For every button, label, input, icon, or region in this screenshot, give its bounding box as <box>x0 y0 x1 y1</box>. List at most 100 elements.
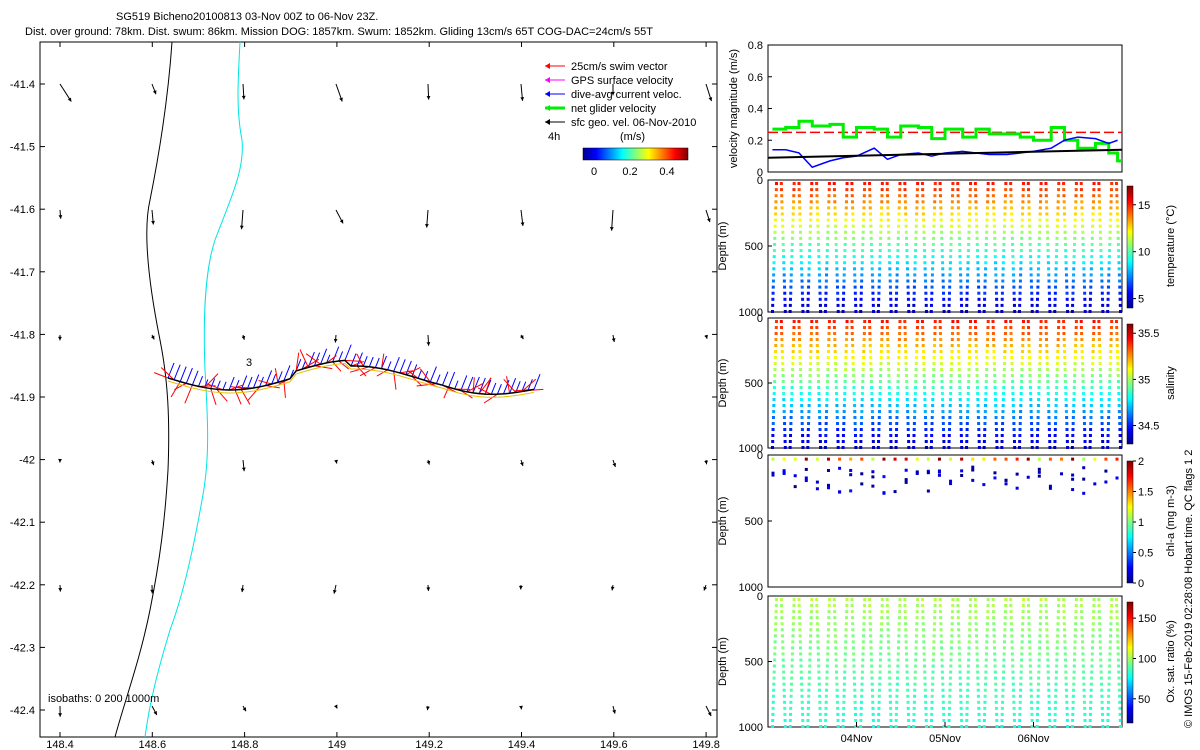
map-ytick-label: -42.1 <box>10 517 35 529</box>
profile-sample <box>789 273 793 277</box>
current-vector <box>283 365 291 381</box>
profile-sample <box>1091 218 1095 222</box>
geo-velocity-arrowhead <box>67 97 72 102</box>
profile-sample <box>924 725 928 728</box>
profile-sample <box>1020 362 1024 365</box>
profile-sample <box>789 267 793 271</box>
profile-sample <box>792 610 796 614</box>
profile-sample <box>1115 212 1119 216</box>
profile-sample <box>877 434 881 437</box>
profile-sample <box>939 350 943 353</box>
profile-sample <box>916 182 920 185</box>
profile-sample <box>956 200 960 204</box>
profile-sample <box>1117 392 1121 395</box>
profile-sample <box>965 440 969 443</box>
profile-sample <box>1003 628 1007 632</box>
profile-sample <box>904 634 908 638</box>
profile-sample <box>818 291 822 295</box>
profile-sample <box>835 694 839 698</box>
profile-sample <box>854 310 858 313</box>
profile-sample <box>1053 291 1057 295</box>
profile-sample <box>878 267 882 271</box>
profile-sample <box>878 670 882 674</box>
profile-sample <box>949 249 953 253</box>
profile-sample <box>789 712 793 716</box>
profile-sample <box>1090 676 1094 680</box>
profile-sample <box>915 332 919 335</box>
profile-sample <box>808 230 812 234</box>
profile-sample <box>859 310 863 313</box>
profile-sample <box>774 344 778 347</box>
chl-sample <box>1082 477 1086 481</box>
profile-sample <box>843 386 847 389</box>
profile-sample <box>1062 616 1066 620</box>
profile-sample <box>816 374 820 377</box>
profile-sample <box>1046 386 1050 389</box>
profile-sample <box>845 194 849 198</box>
profile-sample <box>921 332 925 335</box>
profile-sample <box>1056 622 1060 626</box>
profile-sample <box>783 428 787 431</box>
profile-sample <box>816 230 820 234</box>
profile-sample <box>1036 416 1040 419</box>
profile-sample <box>938 194 942 198</box>
profile-sample <box>1027 212 1031 216</box>
profile-sample <box>931 249 935 253</box>
profile-sample <box>885 326 889 329</box>
profile-ytick-label: 1000 <box>739 722 763 734</box>
profile-sample <box>983 694 987 698</box>
profile-sample <box>940 664 944 668</box>
geo-velocity-arrowhead <box>242 707 246 712</box>
velocity-ytick-label: 0 <box>757 167 763 179</box>
profile-sample <box>966 279 970 283</box>
profile-sample <box>1039 610 1043 614</box>
profile-sample <box>895 682 899 686</box>
profile-sample <box>967 230 971 234</box>
profile-sample <box>1039 188 1043 192</box>
profile-sample <box>790 670 794 674</box>
profile-sample <box>993 392 997 395</box>
profile-sample <box>914 386 918 389</box>
profile-sample <box>880 598 884 601</box>
profile-sample <box>1055 658 1059 662</box>
profile-sample <box>1064 664 1068 668</box>
profile-sample <box>940 386 944 389</box>
profile-sample <box>1021 616 1025 620</box>
profile-sample <box>1026 320 1030 323</box>
profile-sample <box>1012 434 1016 437</box>
profile-sample <box>825 664 829 668</box>
profile-sample <box>876 725 880 728</box>
geo-velocity-arrowhead <box>241 335 246 340</box>
profile-sample <box>1063 658 1067 662</box>
profile-sample <box>1109 218 1113 222</box>
profile-sample <box>809 622 813 626</box>
profile-sample <box>967 236 971 240</box>
profile-sample <box>1019 410 1023 413</box>
profile-sample <box>825 410 829 413</box>
profile-sample <box>1055 640 1059 644</box>
profile-sample <box>1080 212 1084 216</box>
profile-sample <box>921 326 925 329</box>
profile-sample <box>947 725 951 728</box>
profile-sample <box>1115 610 1119 614</box>
profile-sample <box>826 230 830 234</box>
profile-sample <box>1030 700 1034 704</box>
profile-sample <box>1013 310 1017 313</box>
legend-arrowhead <box>545 119 550 125</box>
profile-sample <box>1020 374 1024 377</box>
profile-sample <box>1004 604 1008 608</box>
profile-sample <box>960 725 964 728</box>
swim-vector <box>419 368 431 383</box>
profile-sample <box>929 718 933 722</box>
profile-sample <box>914 242 918 246</box>
profile-sample <box>791 350 795 353</box>
profile-sample <box>966 386 970 389</box>
colorbar-tick-label: 1 <box>1138 517 1144 529</box>
swim-vector <box>299 349 309 368</box>
profile-sample <box>993 368 997 371</box>
profile-sample <box>843 658 847 662</box>
profile-sample <box>826 374 830 377</box>
profile-sample <box>800 682 804 686</box>
profile-sample <box>836 303 840 307</box>
profile-sample <box>836 725 840 728</box>
